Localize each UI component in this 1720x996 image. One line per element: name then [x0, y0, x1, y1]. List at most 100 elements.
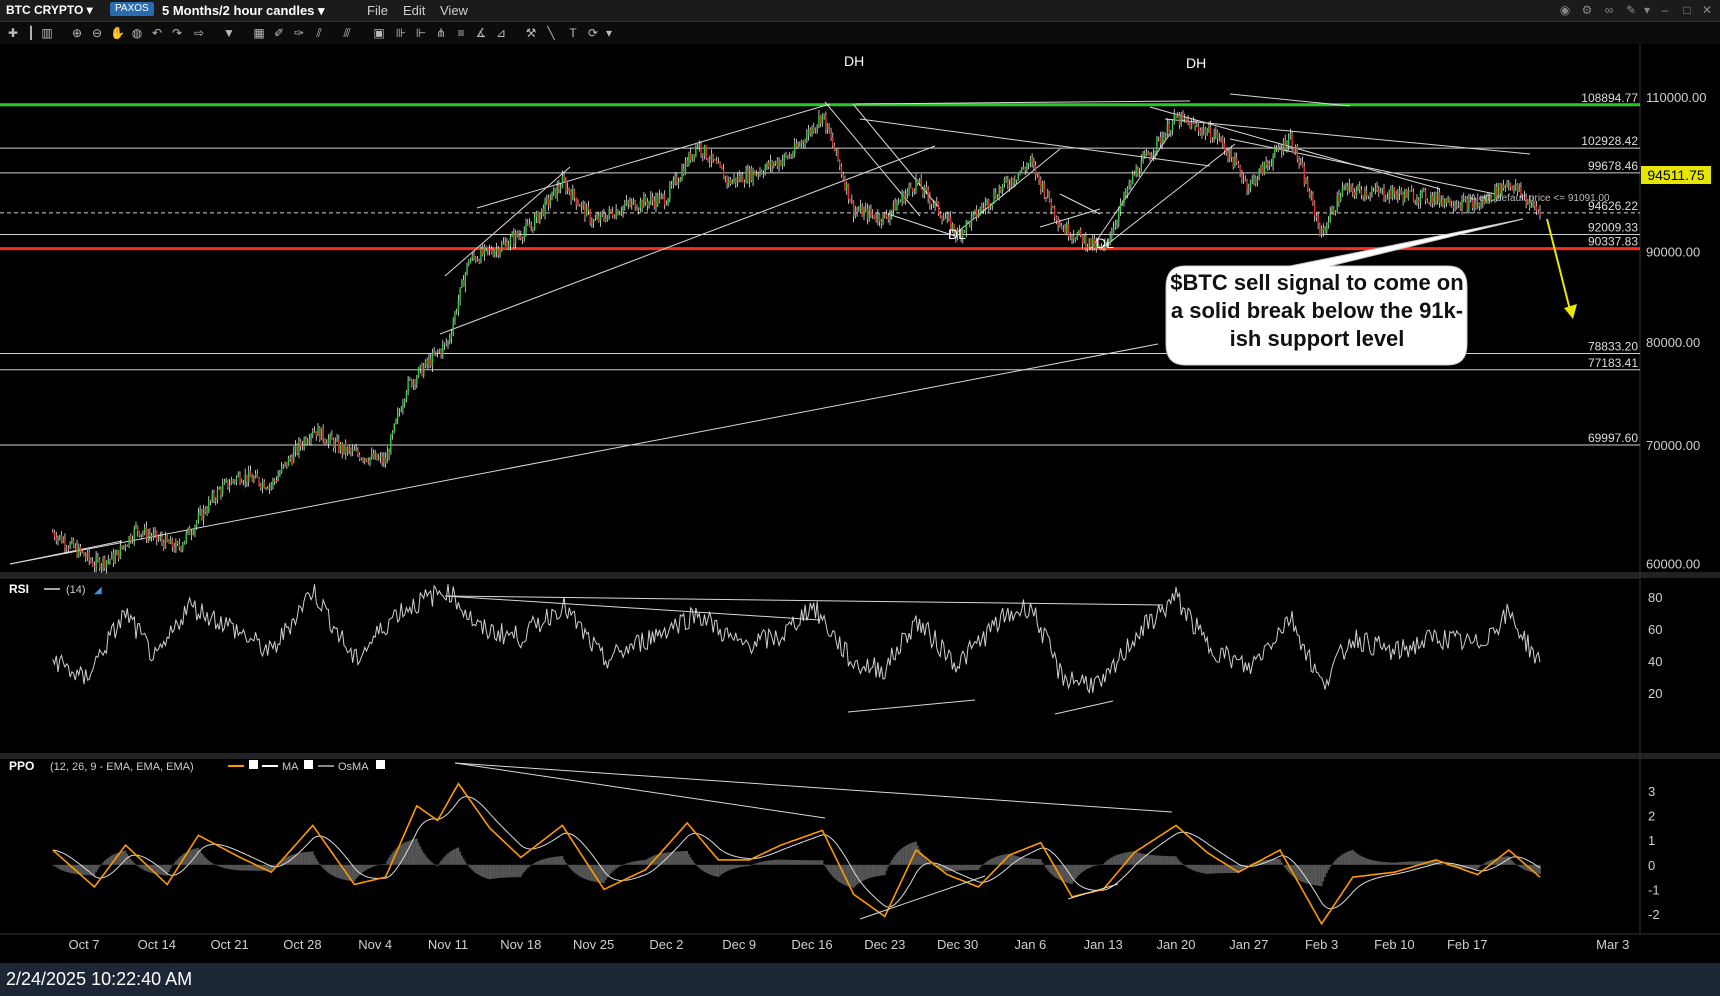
- minimize-icon[interactable]: –: [1661, 3, 1669, 17]
- osma-bar: [1369, 859, 1372, 865]
- forward-icon[interactable]: ⇨: [193, 26, 205, 40]
- zoom-in-icon[interactable]: ⊕: [71, 26, 83, 40]
- osma-bar: [1374, 860, 1377, 865]
- scan-icon[interactable]: ▦: [253, 26, 265, 40]
- candle-body: [88, 552, 90, 560]
- candle-body: [345, 444, 347, 454]
- candle-body: [1274, 148, 1276, 157]
- crosshair-icon[interactable]: ✚: [7, 26, 19, 40]
- gann-icon[interactable]: ∡: [475, 26, 487, 40]
- candle-body: [72, 539, 75, 548]
- text-tool-icon[interactable]: T: [569, 26, 577, 40]
- price-level-label: 94626.22: [1588, 199, 1638, 213]
- price-candles: [52, 108, 1541, 574]
- candle-body: [1277, 147, 1279, 150]
- pin-icon[interactable]: ✎: [1625, 3, 1637, 17]
- candle-body: [624, 204, 626, 207]
- line-tool-icon[interactable]: ╲: [547, 26, 555, 40]
- osma-bar: [861, 864, 864, 882]
- osma-bar: [440, 860, 442, 865]
- panel-divider-rsi[interactable]: [0, 572, 1720, 578]
- candle-body: [937, 201, 940, 214]
- candle-body: [700, 144, 702, 154]
- undo-icon[interactable]: ↶: [151, 26, 163, 40]
- osma-bar: [329, 864, 332, 875]
- candle-body: [492, 252, 494, 256]
- osma-bar: [1393, 862, 1396, 865]
- candle-body: [78, 546, 80, 557]
- link-icon[interactable]: ∞: [1604, 3, 1614, 17]
- candle-body: [1535, 205, 1538, 211]
- osma-bar: [615, 864, 618, 869]
- candle-body: [506, 241, 508, 250]
- candle-body: [1431, 195, 1434, 204]
- columns-icon[interactable]: ▥: [41, 26, 53, 40]
- brush-icon[interactable]: ✐: [273, 26, 285, 40]
- bars-icon[interactable]: ┃: [27, 26, 35, 40]
- osma-bar: [1357, 854, 1359, 865]
- rectangle-icon[interactable]: ▣: [373, 26, 385, 40]
- osma-bar: [280, 859, 283, 865]
- candle-body: [161, 536, 163, 542]
- candle-body: [1144, 155, 1146, 157]
- menu-edit[interactable]: Edit: [403, 3, 426, 18]
- symbol-selector[interactable]: BTC CRYPTO ▾: [6, 3, 93, 17]
- refresh-icon[interactable]: ⟳: [587, 26, 599, 40]
- candle-body: [227, 479, 229, 488]
- osma-bar: [1272, 859, 1274, 865]
- fib-icon[interactable]: ≡: [457, 26, 465, 40]
- wrench-icon[interactable]: ⚒: [525, 26, 537, 40]
- panel-divider-ppo[interactable]: [0, 753, 1720, 759]
- timeframe-selector[interactable]: 5 Months/2 hour candles ▾: [162, 3, 325, 18]
- candle-body: [263, 481, 265, 489]
- ppo-checkbox[interactable]: [249, 760, 258, 769]
- globe-icon[interactable]: ◍: [131, 26, 143, 40]
- cursor-icon[interactable]: ▼: [223, 26, 235, 40]
- measure-icon[interactable]: ⊿: [495, 26, 507, 40]
- osma-bar: [864, 864, 867, 880]
- menu-file[interactable]: File: [367, 3, 388, 18]
- candle-body: [258, 477, 260, 485]
- osma-bar: [909, 843, 912, 865]
- osma-bar: [532, 864, 534, 865]
- ray-icon[interactable]: ⫽: [316, 26, 322, 40]
- refresh-dropdown-icon[interactable]: ▾: [605, 26, 613, 40]
- maximize-icon[interactable]: □: [1683, 3, 1691, 17]
- osma-bar: [1019, 856, 1021, 865]
- osma-bar: [646, 858, 649, 865]
- gear-icon[interactable]: ⚙: [1581, 3, 1593, 17]
- pen-icon[interactable]: ✑: [293, 26, 305, 40]
- camera-icon[interactable]: ◉: [1559, 3, 1571, 17]
- dropdown-icon[interactable]: ▾: [1643, 3, 1651, 17]
- menu-view[interactable]: View: [440, 3, 468, 18]
- osma-bar: [1324, 864, 1326, 877]
- candle-body: [660, 194, 662, 196]
- osma-checkbox[interactable]: [376, 760, 385, 769]
- zoom-out-icon[interactable]: ⊖: [91, 26, 103, 40]
- osma-bar: [173, 863, 176, 865]
- ma-checkbox[interactable]: [304, 760, 313, 769]
- hand-icon[interactable]: ✋: [110, 26, 125, 40]
- split-icon[interactable]: ⊪: [395, 26, 407, 40]
- hatch-icon[interactable]: ⫻: [343, 26, 351, 40]
- candle-body: [598, 216, 600, 222]
- fork-icon[interactable]: ⊩: [415, 26, 427, 40]
- redo-icon[interactable]: ↷: [171, 26, 183, 40]
- osma-bar: [164, 864, 167, 876]
- osma-bar: [246, 864, 248, 871]
- candle-body: [740, 174, 742, 181]
- osma-bar: [1514, 864, 1517, 865]
- candle-body: [1055, 216, 1058, 221]
- osma-bar: [476, 864, 479, 875]
- candle-body: [1133, 174, 1136, 176]
- close-icon[interactable]: ✕: [1701, 3, 1713, 17]
- candle-body: [1017, 173, 1019, 180]
- candle-body: [478, 259, 480, 263]
- pitchfork-icon[interactable]: ⋔: [435, 26, 447, 40]
- candle-body: [1235, 157, 1238, 164]
- osma-bar: [102, 862, 104, 865]
- osma-bar: [854, 864, 857, 887]
- osma-bar: [797, 860, 800, 865]
- x-tick-label: Oct 21: [210, 937, 248, 952]
- rsi-settings-icon[interactable]: ◢: [94, 585, 102, 596]
